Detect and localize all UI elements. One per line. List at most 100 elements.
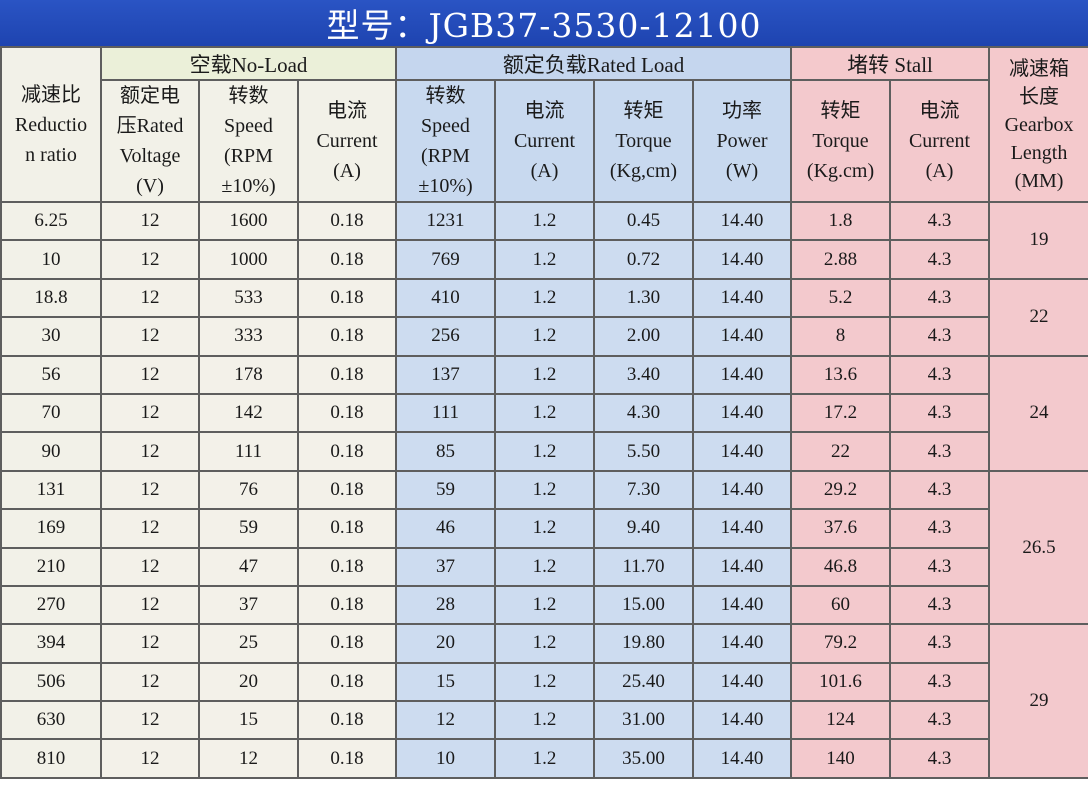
cell-no-load-speed: 12 bbox=[198, 738, 299, 779]
cell-rated-speed: 137 bbox=[395, 354, 496, 395]
cell-rated-voltage: 12 bbox=[100, 508, 200, 549]
header-line: (MM) bbox=[1014, 169, 1064, 192]
header-line: (A) bbox=[925, 160, 954, 182]
header-line: Current bbox=[316, 130, 378, 152]
cell-gearbox-length: 29 bbox=[988, 623, 1088, 779]
table-row: 270 12 37 0.18 28 1.2 15.00 14.40 60 4.3 bbox=[0, 584, 1088, 626]
header-reduction-ratio: 减速比 Reductio n ratio bbox=[0, 46, 102, 203]
cell-reduction-ratio: 30 bbox=[0, 316, 102, 357]
cell-rated-power: 14.40 bbox=[691, 431, 793, 472]
cell-no-load-current: 0.18 bbox=[297, 508, 397, 549]
cell-no-load-current: 0.18 bbox=[297, 623, 397, 664]
cell-rated-speed: 769 bbox=[395, 239, 496, 280]
cell-stall-current: 4.3 bbox=[889, 354, 991, 395]
header-line: Torque bbox=[615, 130, 672, 152]
header-line: Current bbox=[908, 130, 971, 152]
header-rated-speed: 转数 Speed (RPM ±10%) bbox=[395, 79, 496, 203]
cell-rated-torque: 11.70 bbox=[593, 546, 694, 587]
cell-no-load-current: 0.18 bbox=[297, 469, 397, 511]
cell-rated-speed: 20 bbox=[395, 623, 496, 664]
cell-rated-power: 14.40 bbox=[691, 469, 793, 511]
cell-rated-current: 1.2 bbox=[494, 584, 595, 626]
header-line: Voltage bbox=[119, 145, 181, 167]
cell-reduction-ratio: 394 bbox=[0, 623, 102, 664]
cell-rated-speed: 59 bbox=[395, 469, 496, 511]
cell-rated-current: 1.2 bbox=[494, 623, 595, 664]
table-row: 70 12 142 0.18 111 1.2 4.30 14.40 17.2 4.3 bbox=[0, 392, 1088, 434]
table-row: 56 12 178 0.18 137 1.2 3.40 14.40 13.6 4.3 24 bbox=[0, 354, 1088, 472]
cell-no-load-speed: 25 bbox=[198, 623, 299, 664]
cell-stall-current: 4.3 bbox=[889, 738, 991, 779]
table-row: 18.8 12 533 0.18 410 1.2 1.30 14.40 5.2 4.3 22 bbox=[0, 277, 1088, 357]
cell-rated-torque: 0.72 bbox=[593, 239, 694, 280]
cell-rated-torque: 15.00 bbox=[593, 584, 694, 626]
cell-rated-current: 1.2 bbox=[494, 431, 595, 472]
cell-stall-torque: 140 bbox=[790, 738, 892, 779]
cell-no-load-speed: 20 bbox=[198, 661, 299, 703]
cell-reduction-ratio: 810 bbox=[0, 738, 102, 779]
header-no-load-current: 电流 Current (A) bbox=[297, 79, 397, 203]
cell-rated-speed: 111 bbox=[395, 392, 496, 434]
header-line: 功率 bbox=[722, 100, 762, 122]
spec-table: 减速比 Reductio n ratio 空载No-Load 额定负载Rated L… bbox=[0, 46, 1088, 779]
cell-rated-torque: 2.00 bbox=[593, 316, 694, 357]
header-line: 转数 bbox=[425, 85, 466, 107]
header-line: Length bbox=[1010, 141, 1068, 164]
cell-rated-speed: 46 bbox=[395, 508, 496, 549]
header-line: (RPM bbox=[224, 145, 273, 167]
cell-stall-torque: 46.8 bbox=[790, 546, 892, 587]
table-row: 630 12 15 0.18 12 1.2 31.00 14.40 124 4.3 bbox=[0, 700, 1088, 741]
cell-rated-power: 14.40 bbox=[691, 738, 793, 779]
cell-rated-power: 14.40 bbox=[691, 354, 793, 395]
cell-reduction-ratio: 90 bbox=[0, 431, 102, 472]
cell-stall-current: 4.3 bbox=[889, 239, 991, 280]
cell-stall-current: 4.3 bbox=[889, 392, 991, 434]
header-line: n ratio bbox=[25, 143, 77, 166]
cell-rated-voltage: 12 bbox=[100, 392, 200, 434]
cell-stall-current: 4.3 bbox=[889, 584, 991, 626]
header-line: (A) bbox=[333, 160, 361, 182]
cell-stall-torque: 22 bbox=[790, 431, 892, 472]
header-line: 电流 bbox=[524, 100, 565, 122]
cell-rated-torque: 31.00 bbox=[593, 700, 694, 741]
cell-no-load-speed: 1600 bbox=[198, 200, 299, 242]
header-line: 转矩 bbox=[623, 100, 664, 122]
cell-no-load-current: 0.18 bbox=[297, 738, 397, 779]
cell-rated-power: 14.40 bbox=[691, 316, 793, 357]
cell-rated-power: 14.40 bbox=[691, 277, 793, 319]
cell-no-load-speed: 1000 bbox=[198, 239, 299, 280]
cell-rated-voltage: 12 bbox=[100, 661, 200, 703]
header-line: Speed bbox=[421, 115, 470, 137]
cell-rated-torque: 35.00 bbox=[593, 738, 694, 779]
cell-no-load-current: 0.18 bbox=[297, 700, 397, 741]
cell-stall-torque: 17.2 bbox=[790, 392, 892, 434]
header-line: Reductio bbox=[14, 113, 88, 136]
cell-rated-power: 14.40 bbox=[691, 508, 793, 549]
cell-rated-speed: 15 bbox=[395, 661, 496, 703]
header-line: (RPM bbox=[421, 145, 470, 167]
cell-stall-current: 4.3 bbox=[889, 700, 991, 741]
group-stall: 堵转 Stall bbox=[790, 46, 991, 81]
cell-stall-torque: 1.8 bbox=[790, 200, 892, 242]
cell-rated-torque: 9.40 bbox=[593, 508, 694, 549]
cell-rated-speed: 12 bbox=[395, 700, 496, 741]
cell-stall-current: 4.3 bbox=[889, 623, 991, 664]
cell-reduction-ratio: 270 bbox=[0, 584, 102, 626]
table-row: 394 12 25 0.18 20 1.2 19.80 14.40 79.2 4.3 29 bbox=[0, 623, 1088, 779]
cell-rated-current: 1.2 bbox=[494, 661, 595, 703]
column-header-row: 额定电 压Rated Voltage (V) 转数 Speed (RPM ±10%) 电流 C… bbox=[1, 79, 1088, 203]
cell-stall-current: 4.3 bbox=[889, 277, 991, 319]
cell-rated-current: 1.2 bbox=[494, 546, 595, 587]
cell-no-load-speed: 142 bbox=[198, 392, 299, 434]
header-line: 转数 bbox=[228, 85, 269, 107]
cell-rated-torque: 25.40 bbox=[593, 661, 694, 703]
cell-rated-power: 14.40 bbox=[691, 584, 793, 626]
cell-stall-torque: 2.88 bbox=[790, 239, 892, 280]
cell-rated-current: 1.2 bbox=[494, 738, 595, 779]
cell-rated-voltage: 12 bbox=[100, 546, 200, 587]
cell-stall-current: 4.3 bbox=[889, 316, 991, 357]
cell-stall-torque: 37.6 bbox=[790, 508, 892, 549]
cell-no-load-speed: 178 bbox=[198, 354, 299, 395]
cell-no-load-current: 0.18 bbox=[297, 354, 397, 395]
cell-rated-voltage: 12 bbox=[100, 738, 200, 779]
